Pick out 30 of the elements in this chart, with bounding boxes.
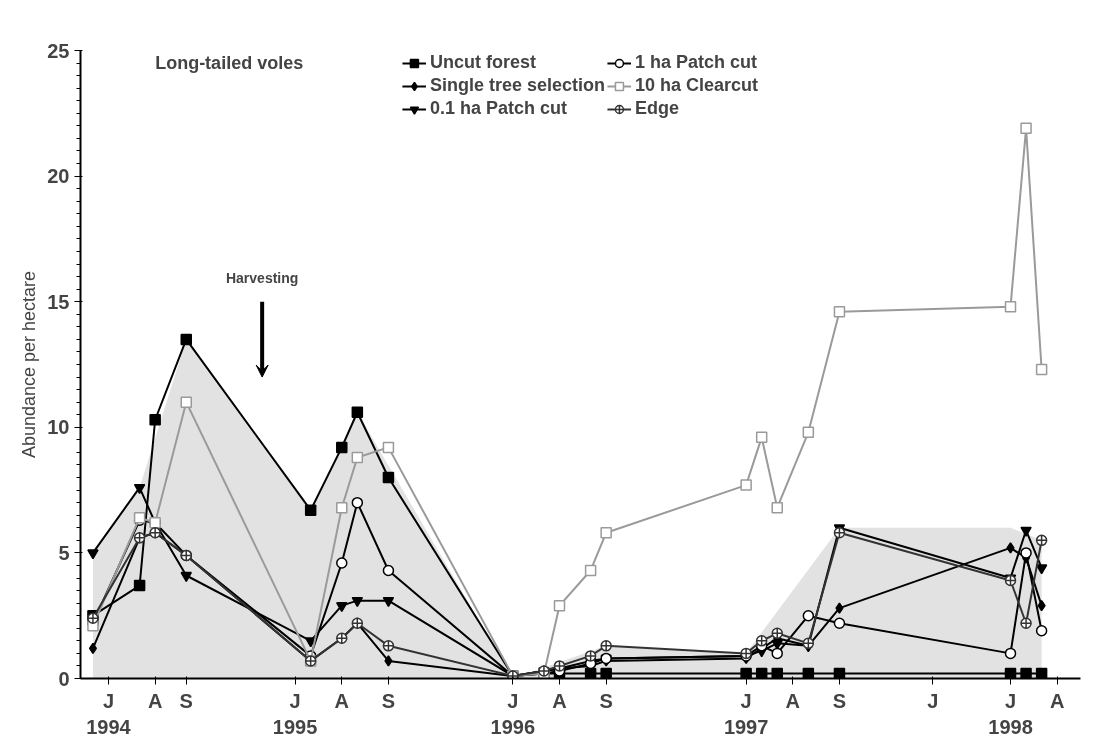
- x-tick-label: S: [832, 689, 847, 712]
- y-axis-title: Abundance per hectare: [19, 270, 40, 459]
- x-tick-label: A: [552, 689, 567, 712]
- legend-label: Uncut forest: [429, 52, 536, 73]
- legend-label: 10 ha Clearcut: [635, 75, 759, 96]
- x-tick-label: S: [179, 689, 193, 712]
- y-tick-label: 15: [47, 290, 70, 313]
- x-tick-label: S: [381, 689, 396, 712]
- y-tick-label: 25: [47, 39, 70, 62]
- x-tick-label: J: [927, 689, 939, 712]
- chart-title: Long-tailed voles: [155, 52, 304, 73]
- y-tick-label: 5: [58, 541, 70, 564]
- legend-label: Single tree selection: [429, 75, 605, 96]
- annotation: Harvesting: [225, 270, 299, 286]
- x-tick-label: A: [147, 689, 163, 712]
- x-tick-label: A: [1049, 689, 1065, 712]
- x-tick-label: J 1994: [86, 689, 132, 738]
- x-tick-label: J 1998: [988, 689, 1033, 738]
- legend-label: 0.1 ha Patch cut: [429, 98, 567, 119]
- x-tick-label: A: [785, 689, 801, 712]
- y-tick-label: 10: [47, 416, 70, 439]
- legend-label: 1 ha Patch cut: [635, 52, 758, 73]
- x-tick-label: J 1996: [490, 689, 536, 738]
- y-tick-label: 0: [58, 667, 70, 690]
- x-tick-label: J 1995: [272, 689, 318, 738]
- y-tick-label: 20: [47, 165, 70, 188]
- x-tick-label: A: [334, 689, 350, 712]
- x-tick-label: J 1997: [723, 689, 769, 738]
- legend-label: Edge: [635, 98, 680, 119]
- x-tick-label: S: [599, 689, 613, 712]
